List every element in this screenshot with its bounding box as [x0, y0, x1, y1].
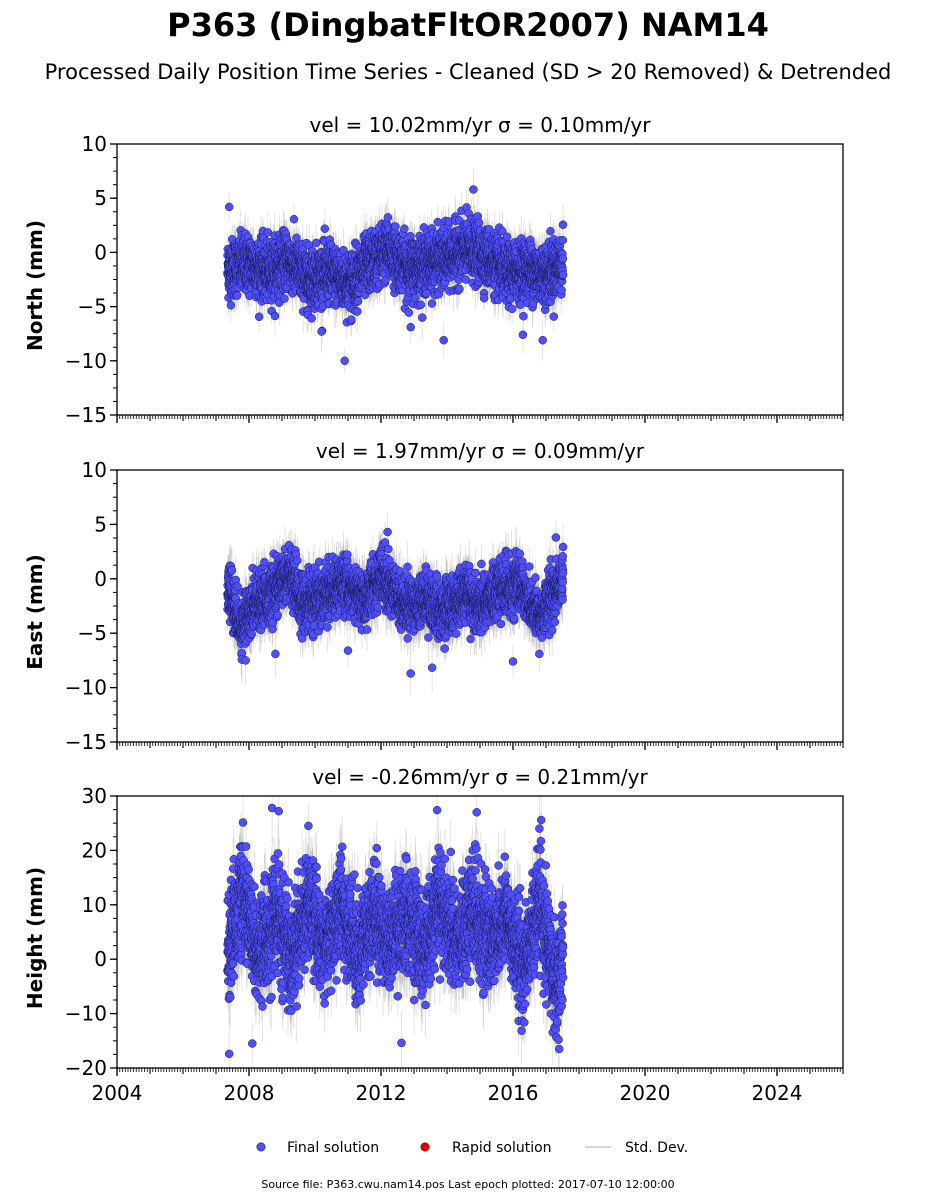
data-point — [232, 291, 242, 300]
plot-area — [223, 169, 568, 374]
final-solution-points — [223, 185, 568, 366]
data-point — [307, 314, 316, 323]
data-point — [270, 311, 280, 321]
panel-title: vel = 10.02mm/yr σ = 0.10mm/yr — [310, 113, 652, 137]
y-axis-label: North (mm) — [23, 220, 47, 351]
data-point — [320, 224, 330, 233]
data-point — [289, 214, 299, 224]
data-point — [280, 294, 289, 303]
figure-subtitle: Processed Daily Position Time Series - C… — [45, 60, 892, 84]
data-point — [254, 312, 264, 322]
data-point — [311, 238, 321, 248]
figure-title: P363 (DingbatFltOR2007) NAM14 — [167, 6, 769, 44]
north-panel: vel = 10.02mm/yr σ = 0.10mm/yr North (mm)… — [23, 113, 844, 427]
data-point — [226, 300, 236, 310]
